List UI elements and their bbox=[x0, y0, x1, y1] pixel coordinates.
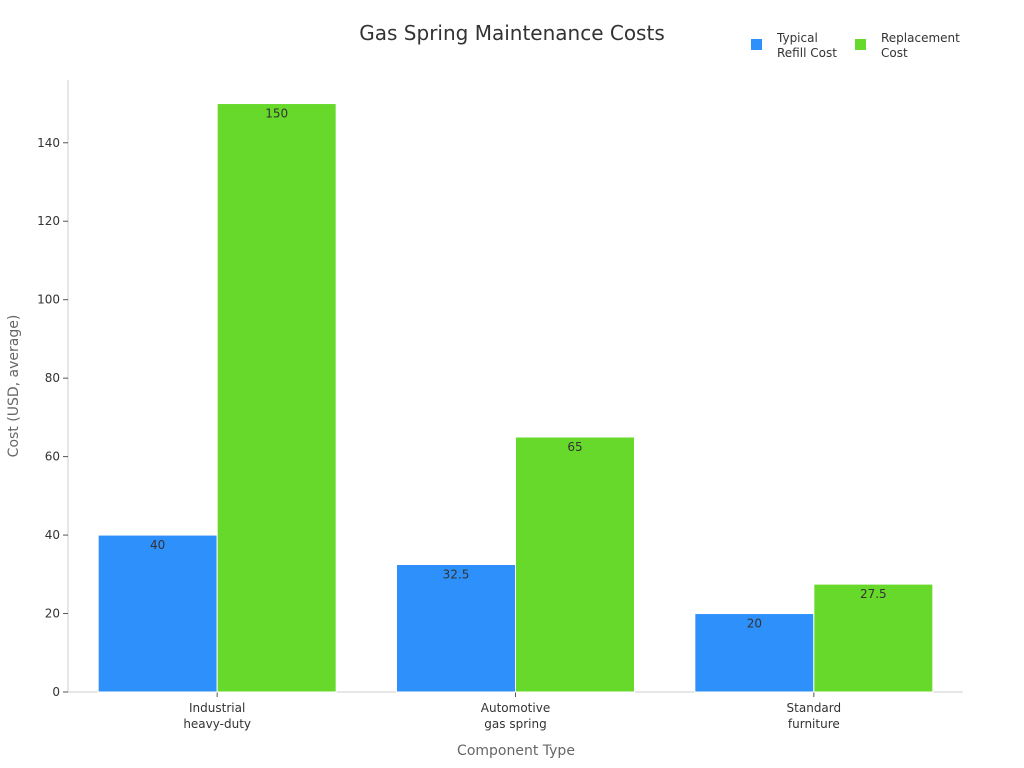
y-tick-label: 100 bbox=[37, 293, 60, 307]
data-label: 27.5 bbox=[860, 587, 887, 601]
legend-swatch bbox=[855, 39, 866, 50]
y-axis: 0 20 40 60 80 100 120 140 bbox=[37, 80, 69, 699]
legend: Typical Refill Cost Replacement Cost bbox=[751, 31, 960, 60]
bar bbox=[216, 103, 337, 693]
chart-title: Gas Spring Maintenance Costs bbox=[359, 21, 664, 45]
bar bbox=[813, 583, 934, 693]
y-tick-label: 0 bbox=[52, 685, 60, 699]
legend-label: Typical Refill Cost bbox=[776, 31, 837, 60]
x-axis-title: Component Type bbox=[457, 743, 575, 759]
x-tick-label: Automotive gas spring bbox=[481, 701, 550, 731]
bar bbox=[97, 534, 218, 693]
x-tick-label: Industrial heavy-duty bbox=[183, 701, 251, 731]
bar bbox=[396, 564, 516, 693]
data-label: 150 bbox=[265, 107, 288, 121]
data-label: 32.5 bbox=[443, 568, 470, 582]
y-tick-label: 40 bbox=[45, 528, 60, 542]
y-tick-label: 60 bbox=[45, 450, 60, 464]
y-tick-label: 140 bbox=[37, 136, 60, 150]
y-axis-title: Cost (USD, average) bbox=[6, 315, 22, 458]
y-tick-label: 20 bbox=[45, 607, 60, 621]
data-label: 65 bbox=[567, 440, 582, 454]
bars bbox=[97, 103, 934, 693]
data-labels: 40 32.5 20 150 65 27.5 bbox=[150, 107, 887, 631]
data-label: 20 bbox=[747, 617, 762, 631]
data-label: 40 bbox=[150, 538, 165, 552]
x-axis: Industrial heavy-duty Automotive gas spring… bbox=[68, 691, 963, 731]
y-tick-label: 80 bbox=[45, 371, 60, 385]
x-tick-label: Standard furniture bbox=[787, 701, 842, 731]
legend-label: Replacement Cost bbox=[881, 31, 960, 60]
bar bbox=[694, 613, 815, 693]
legend-swatch bbox=[751, 39, 762, 50]
y-tick-label: 120 bbox=[37, 214, 60, 228]
bar bbox=[515, 436, 635, 693]
